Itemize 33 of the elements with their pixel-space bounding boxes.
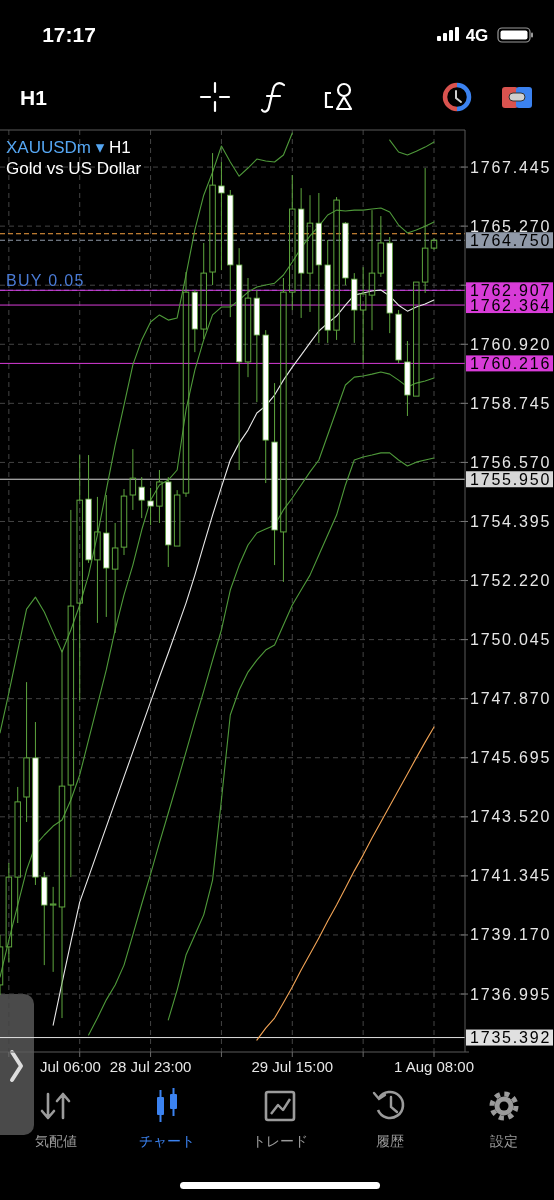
y-tick-label: 1739.170 (470, 926, 552, 944)
text: Jul 06:00 (40, 1058, 101, 1075)
y-tick-label: 1736.995 (470, 985, 552, 1003)
text: H1 (20, 86, 48, 109)
y-tick-label: 1760.920 (470, 335, 552, 353)
ref-line-label: 1760.216 (470, 354, 552, 372)
text: 17:17 (42, 23, 96, 46)
ref-line-label: 1755.950 (470, 470, 552, 488)
annotation: BUY 0.05 (6, 272, 85, 290)
ref-line-label: 1762.364 (470, 296, 552, 314)
x-tick-label: 29 Jul 15:00 (251, 1058, 334, 1075)
text: XAUUSDm ▾ H1 (6, 138, 131, 157)
x-tick-label: 1 Aug 08:00 (393, 1058, 475, 1075)
text: 設定 (490, 1133, 518, 1149)
y-tick-label: 1743.520 (470, 808, 552, 826)
y-tick-label: 1767.445 (470, 158, 552, 176)
y-tick-label: 1741.345 (470, 867, 552, 885)
y-tick-label: 1754.395 (470, 512, 552, 530)
text: Gold vs US Dollar (6, 159, 142, 178)
y-tick-label: 1747.870 (470, 690, 552, 708)
y-tick-label: 1756.570 (470, 453, 552, 471)
text: チャート (139, 1133, 195, 1149)
ref-line-label: 1735.392 (470, 1029, 552, 1047)
y-tick-label: 1745.695 (470, 749, 552, 767)
y-tick-label: 1750.045 (470, 631, 552, 649)
text: 履歴 (376, 1133, 404, 1149)
text: 4G (465, 26, 489, 45)
y-tick-label: 1758.745 (470, 394, 552, 412)
y-tick-label: 1752.220 (470, 572, 552, 590)
text: 気配値 (35, 1133, 77, 1149)
text: トレード (252, 1133, 308, 1149)
x-tick-label: 28 Jul 23:00 (109, 1058, 192, 1075)
ref-line-label: 1762.907 (470, 281, 552, 299)
